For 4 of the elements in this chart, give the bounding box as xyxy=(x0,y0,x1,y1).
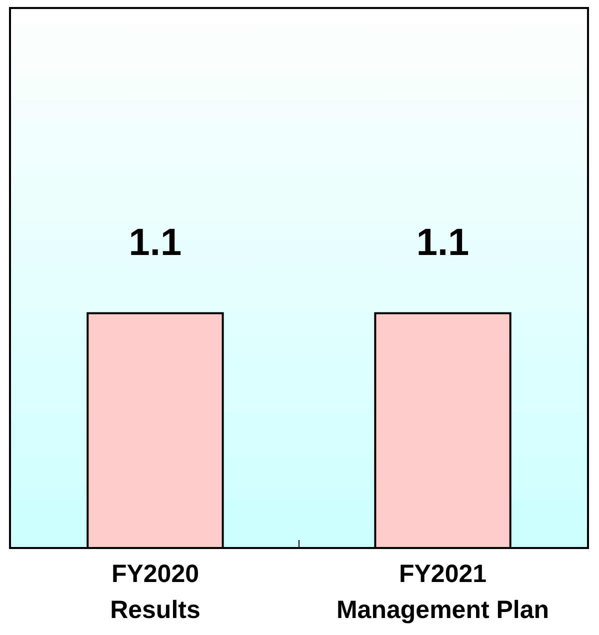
x-tick-label: FY2020 Results xyxy=(110,560,200,624)
x-tick-label: FY2021 Management Plan xyxy=(336,560,550,624)
data-label: 1.1 xyxy=(416,222,470,264)
data-label: 1.1 xyxy=(128,222,182,264)
